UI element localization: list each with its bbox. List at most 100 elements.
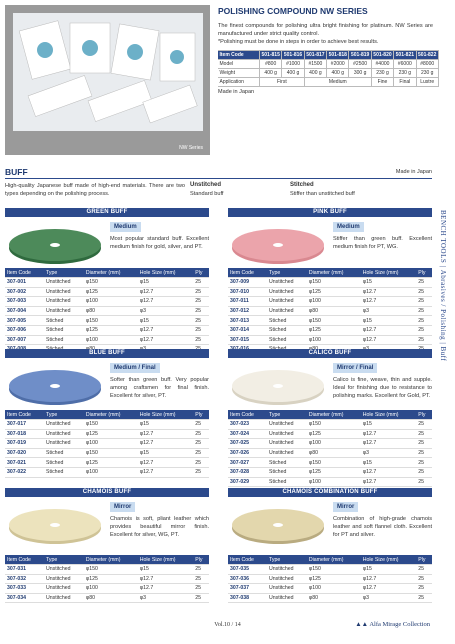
- cell: #6000: [393, 59, 417, 69]
- buff-made-in: Made in Japan: [395, 169, 432, 175]
- cell: Stiched: [267, 467, 307, 478]
- cell: φ12.7: [137, 438, 194, 449]
- table-row: 307-023 Unstitched φ150 φ15 25: [228, 419, 432, 430]
- cell: Lustre: [415, 77, 439, 87]
- cell: 400 g: [258, 68, 283, 78]
- buff-image: [232, 509, 324, 544]
- cell: 25: [193, 448, 209, 459]
- cell: Stiched: [267, 477, 307, 488]
- table-row: 307-007 Stiched φ100 φ12.7 25: [5, 335, 209, 346]
- cell: 307-001: [5, 277, 45, 288]
- cell: 307-014: [228, 325, 268, 336]
- header-cell: Diameter (mm): [306, 410, 361, 420]
- compound-title: POLISHING COMPOUND NW SERIES: [218, 6, 368, 16]
- sidebar-item: Buff: [439, 346, 447, 362]
- grade-tag: Medium: [333, 222, 364, 232]
- header-cell: Ply: [193, 555, 209, 565]
- cell: φ100: [83, 296, 138, 307]
- type-name: Unstitched: [190, 182, 222, 188]
- header-cell: Hole Size (mm): [360, 268, 417, 278]
- cell: 25: [416, 564, 432, 575]
- row-label: Item Code: [218, 50, 260, 60]
- cell: φ125: [306, 429, 361, 440]
- cell: φ150: [306, 315, 361, 326]
- cell: 25: [193, 457, 209, 468]
- table-row: 307-014 Stiched φ125 φ12.7 25: [228, 325, 432, 336]
- cell: Stiched: [267, 325, 307, 336]
- cell: 25: [416, 583, 432, 594]
- header-cell: Ply: [416, 268, 432, 278]
- cell: 400 g: [281, 68, 305, 78]
- cell: 307-006: [5, 325, 45, 336]
- cell: 307-012: [228, 306, 268, 317]
- cell: φ100: [306, 335, 361, 346]
- cell: φ125: [83, 287, 138, 298]
- cell: 307-032: [5, 574, 45, 585]
- header-cell: Ply: [193, 268, 209, 278]
- cell: 230 g: [415, 68, 439, 78]
- table-row: 307-006 Stiched φ125 φ12.7 25: [5, 325, 209, 336]
- header-cell: Hole Size (mm): [360, 410, 417, 420]
- table-row: 307-005 Stiched φ150 φ15 25: [5, 315, 209, 326]
- cell: φ125: [83, 457, 138, 468]
- compound-description: The finest compounds for polishing ultra…: [218, 23, 433, 37]
- cell: φ12.7: [137, 335, 194, 346]
- cell: 400 g: [303, 68, 328, 78]
- cell: φ15: [137, 564, 194, 575]
- cell: Stiched: [44, 315, 84, 326]
- cell: 307-028: [228, 467, 268, 478]
- cell: Unstitched: [267, 574, 307, 585]
- cell: φ100: [83, 438, 138, 449]
- sidebar-item: BENCH TOOLS: [439, 210, 447, 264]
- cell: Unstitched: [44, 583, 84, 594]
- cell: Unstitched: [44, 438, 84, 449]
- section-title: CALICO BUFF: [228, 349, 432, 358]
- cell: Final: [393, 77, 417, 87]
- cell: φ15: [360, 564, 417, 575]
- cell: φ150: [306, 457, 361, 468]
- table-row: 307-025 Unstitched φ100 φ12.7 25: [228, 438, 432, 449]
- type-note: Standard buff: [190, 191, 224, 197]
- buff-image: [232, 229, 324, 264]
- cell: 501-820: [370, 50, 395, 60]
- cell: 230 g: [370, 68, 395, 78]
- cell: 400 g: [326, 68, 350, 78]
- cell: 307-017: [5, 419, 45, 430]
- header-cell: Type: [267, 555, 307, 565]
- table-row: 307-018 Unstitched φ125 φ12.7 25: [5, 429, 209, 440]
- cell: 230 g: [393, 68, 417, 78]
- sidebar-item: Abrasives / Polishing: [439, 269, 447, 341]
- cell: φ12.7: [360, 325, 417, 336]
- cell: 307-002: [5, 287, 45, 298]
- cell: #2000: [326, 59, 350, 69]
- grade-tag: Medium: [110, 222, 141, 232]
- cell: 307-013: [228, 315, 268, 326]
- cell: 25: [416, 593, 432, 604]
- cell: #1500: [303, 59, 328, 69]
- cell: 307-009: [228, 277, 268, 288]
- type-note: Stiffer than unstitched buff: [290, 191, 355, 197]
- cell: φ100: [83, 335, 138, 346]
- cell: φ150: [83, 419, 138, 430]
- cell: φ15: [360, 277, 417, 288]
- cell: Fine: [370, 77, 395, 87]
- cell: 25: [416, 335, 432, 346]
- cell: 501-817: [303, 50, 328, 60]
- cell: Stiched: [44, 448, 84, 459]
- header-cell: Item Code: [5, 268, 45, 278]
- cell: 307-031: [5, 564, 45, 575]
- header-cell: Hole Size (mm): [137, 410, 194, 420]
- cell: 501-815: [258, 50, 283, 60]
- cell: 307-033: [5, 583, 45, 594]
- cell: φ12.7: [360, 438, 417, 449]
- header-cell: Item Code: [228, 555, 268, 565]
- cell: Unstitched: [267, 296, 307, 307]
- cell: 25: [416, 419, 432, 430]
- cell: φ100: [83, 583, 138, 594]
- grade-tag: Mirror: [110, 502, 136, 512]
- cell: Unstitched: [44, 429, 84, 440]
- table-row: 307-038 Unstitched φ80 φ3 25: [228, 593, 432, 604]
- cell: φ125: [306, 325, 361, 336]
- cell: 25: [416, 296, 432, 307]
- cell: φ150: [306, 419, 361, 430]
